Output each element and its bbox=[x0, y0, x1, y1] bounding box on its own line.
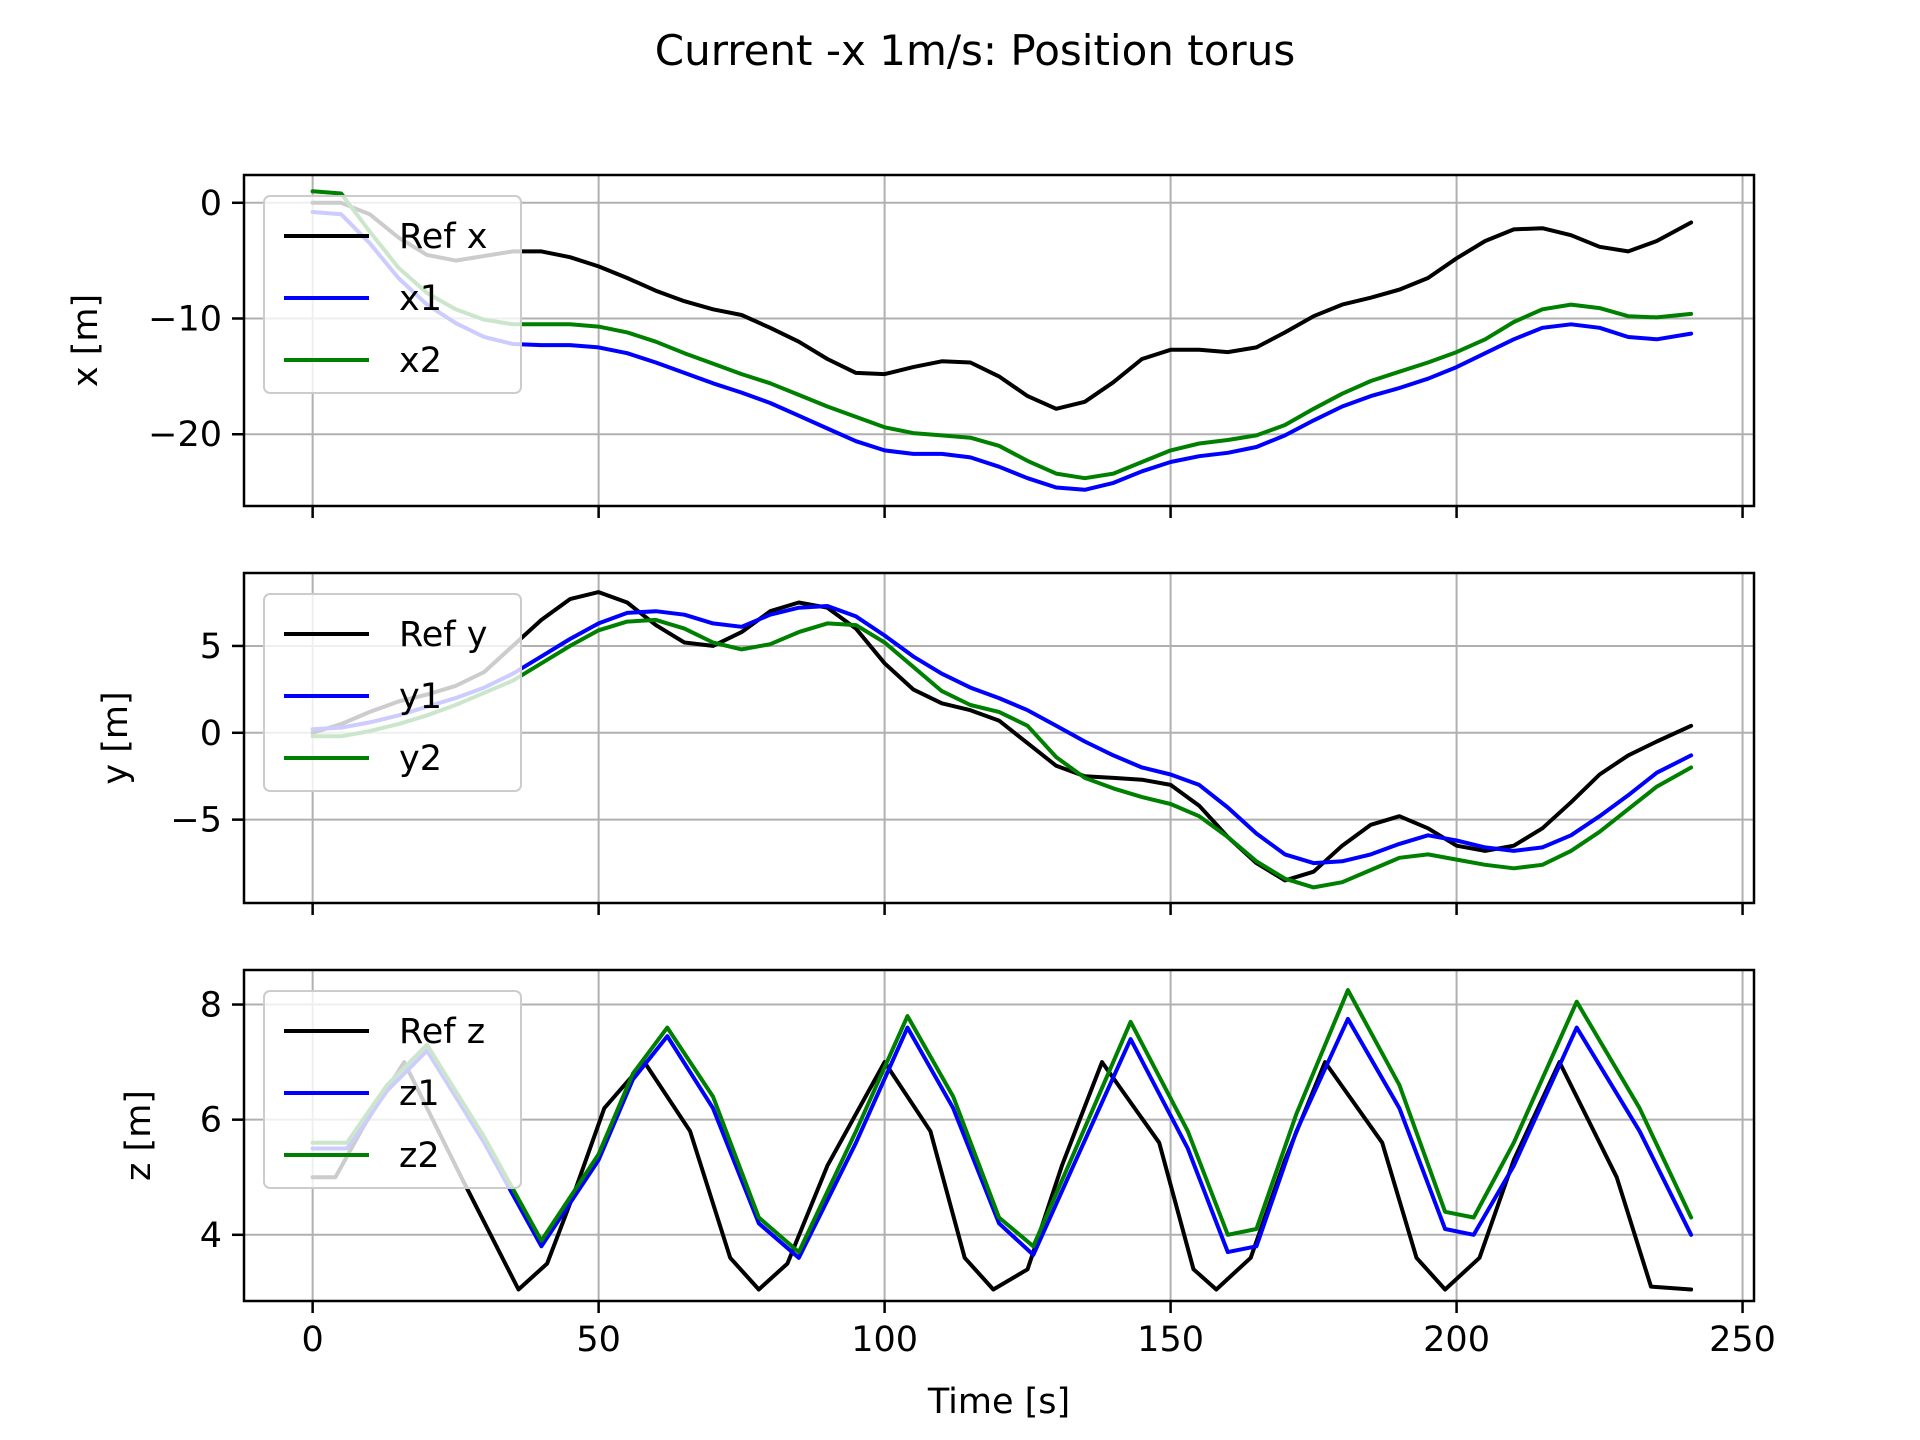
y-axis-label: x [m] bbox=[66, 294, 106, 387]
legend-label: y1 bbox=[399, 677, 442, 717]
figure-title: Current -x 1m/s: Position torus bbox=[655, 26, 1295, 75]
y-tick-label: −5 bbox=[170, 801, 222, 841]
x-tick-label: 100 bbox=[851, 1320, 918, 1360]
legend: Ref x x1 x2 bbox=[263, 195, 522, 394]
legend-label: x1 bbox=[399, 279, 442, 319]
subplot-3: 0 50 100 150 200 250 8 6 4 z [m] Ref z z1 z2 bbox=[119, 968, 1776, 1360]
legend-label: z2 bbox=[399, 1136, 440, 1176]
legend-label: y2 bbox=[399, 739, 442, 779]
series-line-z2 bbox=[310, 988, 1694, 1255]
subplot-2: 5 0 −5 y [m] Ref y y1 y2 bbox=[96, 571, 1756, 915]
series-line-ref-x bbox=[310, 200, 1694, 411]
legend: Ref z z1 z2 bbox=[263, 990, 522, 1189]
legend-label: z1 bbox=[399, 1074, 440, 1114]
series-line-ref-z bbox=[310, 1060, 1694, 1292]
series-line-y1 bbox=[310, 604, 1694, 866]
y-tick-label: 6 bbox=[200, 1101, 222, 1141]
y-tick-label: −10 bbox=[148, 300, 222, 340]
x-tick-label: 200 bbox=[1423, 1320, 1490, 1360]
legend-label: Ref x bbox=[399, 217, 487, 257]
x-axis-label: Time [s] bbox=[927, 1382, 1070, 1422]
axes-frame bbox=[242, 571, 1756, 905]
legend-box bbox=[263, 195, 522, 394]
x-tick-label: 150 bbox=[1137, 1320, 1204, 1360]
y-tick-label: −20 bbox=[148, 415, 222, 455]
y-tick-label: 0 bbox=[200, 184, 222, 224]
subplot-1: 0 −10 −20 x [m] Ref x x1 x2 bbox=[66, 173, 1756, 518]
legend-box bbox=[263, 990, 522, 1189]
axes-frame bbox=[242, 968, 1756, 1303]
series-line-x2 bbox=[310, 189, 1694, 481]
x-tick-label: 0 bbox=[301, 1320, 323, 1360]
y-tick-label: 4 bbox=[200, 1216, 222, 1256]
axes-frame bbox=[242, 173, 1756, 508]
x-tick-label: 250 bbox=[1709, 1320, 1776, 1360]
series-line-ref-y bbox=[310, 590, 1694, 883]
y-tick-label: 5 bbox=[200, 627, 222, 667]
y-axis-label: z [m] bbox=[119, 1090, 159, 1181]
y-tick-label: 8 bbox=[200, 986, 222, 1026]
y-tick-label: 0 bbox=[200, 714, 222, 754]
series-line-y2 bbox=[310, 617, 1694, 890]
legend-box bbox=[263, 593, 522, 792]
y-axis-label: y [m] bbox=[96, 691, 136, 784]
legend: Ref y y1 y2 bbox=[263, 593, 522, 792]
legend-label: Ref y bbox=[399, 615, 487, 655]
legend-label: x2 bbox=[399, 341, 442, 381]
legend-label: Ref z bbox=[399, 1012, 485, 1052]
series-line-x1 bbox=[310, 210, 1694, 492]
x-tick-label: 50 bbox=[576, 1320, 621, 1360]
series-line-z1 bbox=[310, 1016, 1694, 1260]
